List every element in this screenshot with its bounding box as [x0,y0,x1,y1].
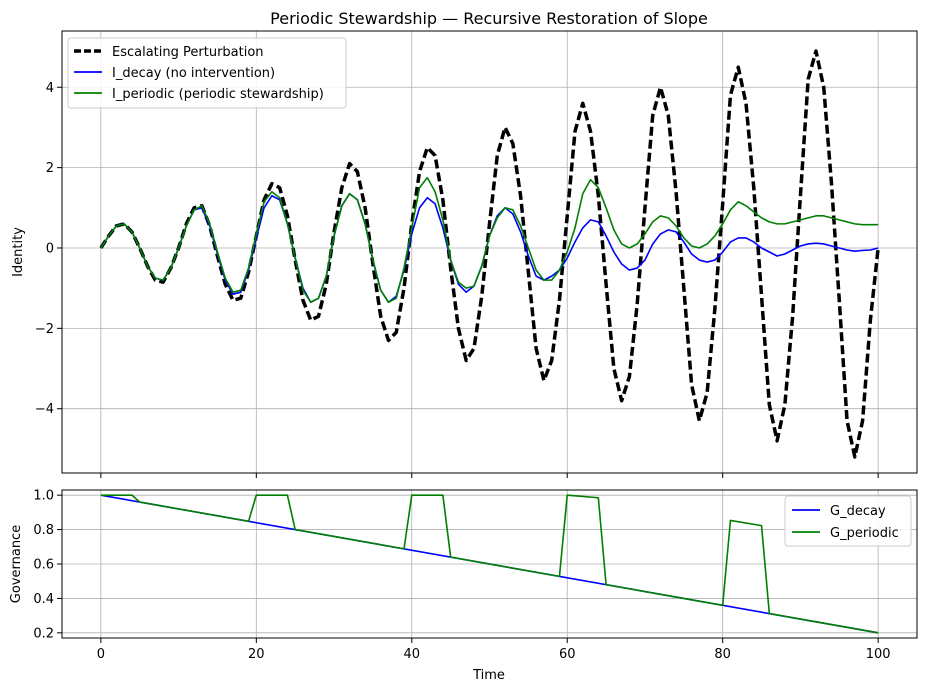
legend-entry-i-periodic: I_periodic (periodic stewardship) [74,87,324,102]
identity-chart-title: Periodic Stewardship — Recursive Restora… [270,9,708,28]
governance-x-tick-label: 100 [866,647,891,662]
identity-plot-frame [61,30,918,474]
identity-series-line-0 [99,49,880,459]
governance-y-tick-label: 0.6 [33,558,54,573]
governance-ylabel: Governance [9,525,24,603]
governance-series [100,494,879,634]
governance-legend: G_decay G_periodic [784,495,912,547]
identity-y-tick-label: 2 [46,161,54,176]
governance-y-tick-label: 0.8 [33,523,54,538]
identity-ticks: −4 −2 0 2 4 [35,81,879,478]
governance-y-tick-label: 1.0 [33,489,54,504]
identity-chart: −4 −2 0 2 4 Periodic Stewardship — Recursive… [11,9,918,478]
governance-legend-box [784,495,912,547]
governance-x-tick-label: 20 [248,647,265,662]
identity-grid [62,31,917,473]
governance-x-tick-label: 40 [403,647,420,662]
identity-series-line-2 [100,176,879,304]
identity-ylabel: Identity [11,227,26,277]
identity-y-tick-label: 4 [46,81,54,96]
legend-label-i-decay: I_decay (no intervention) [112,66,275,81]
identity-legend: Escalating Perturbation I_decay (no inte… [67,37,347,109]
legend-label-escalating-perturbation: Escalating Perturbation [112,45,264,60]
governance-y-tick-label: 0.4 [33,592,54,607]
identity-legend-box [67,37,347,109]
identity-y-tick-label: −2 [35,322,54,337]
legend-label-i-periodic: I_periodic (periodic stewardship) [112,87,324,102]
legend-label-g-decay: G_decay [830,504,886,519]
governance-x-tick-label: 80 [714,647,731,662]
governance-x-tick-label: 60 [559,647,576,662]
legend-entry-g-decay: G_decay [792,504,886,519]
governance-ticks: 0 20 40 60 80 100 0.2 0.4 0.6 0.8 1.0 [33,489,890,662]
legend-entry-escalating-perturbation: Escalating Perturbation [74,45,264,60]
governance-x-tick-label: 0 [97,647,105,662]
governance-chart: 0 20 40 60 80 100 0.2 0.4 0.6 0.8 1.0 Time Governa… [9,489,918,683]
legend-entry-g-periodic: G_periodic [792,526,899,541]
identity-y-tick-label: 0 [46,241,54,256]
governance-series-line-1 [100,494,879,634]
governance-y-tick-label: 0.2 [33,626,54,641]
identity-series [99,49,880,459]
identity-y-tick-label: −4 [35,402,54,417]
legend-entry-i-decay: I_decay (no intervention) [74,66,275,81]
governance-xlabel: Time [472,668,505,683]
legend-label-g-periodic: G_periodic [830,526,899,541]
